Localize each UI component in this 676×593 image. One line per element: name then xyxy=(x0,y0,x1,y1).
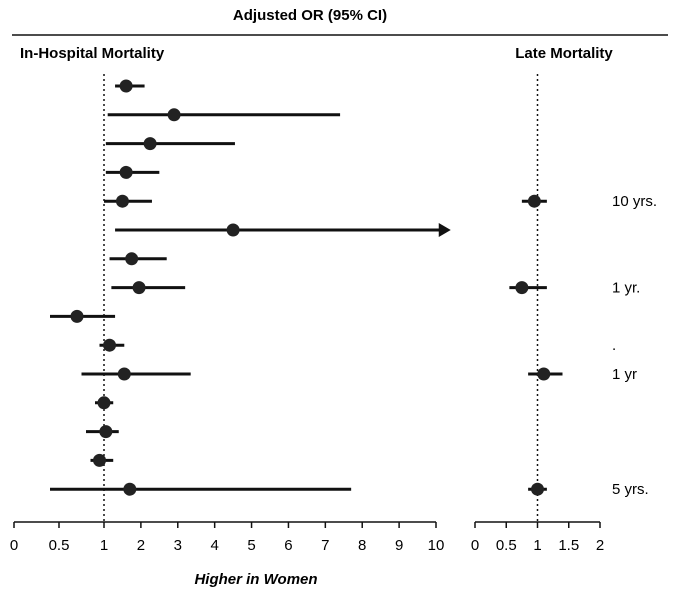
tick-label-late: 0 xyxy=(471,537,479,554)
or-point-in_hospital xyxy=(226,223,240,237)
tick-label-in_hospital: 6 xyxy=(284,537,292,554)
tick-label-late: 1.5 xyxy=(558,537,579,554)
or-point-in_hospital xyxy=(117,367,131,381)
or-point-late xyxy=(527,194,541,208)
tick-label-in_hospital: 8 xyxy=(358,537,366,554)
x-axis-label: Higher in Women xyxy=(194,571,317,588)
or-point-in_hospital xyxy=(125,252,139,266)
tick-label-in_hospital: 3 xyxy=(174,537,182,554)
row-label-late: 5 yrs. xyxy=(612,481,649,498)
or-point-late xyxy=(537,367,551,381)
tick-label-in_hospital: 9 xyxy=(395,537,403,554)
tick-label-late: 0.5 xyxy=(496,537,517,554)
row-label-late: 1 yr. xyxy=(612,280,640,297)
or-point-in_hospital xyxy=(93,453,106,467)
or-point-in_hospital xyxy=(97,396,111,410)
or-point-in_hospital xyxy=(119,79,133,93)
tick-label-in_hospital: 10 xyxy=(428,537,445,554)
tick-label-in_hospital: 5 xyxy=(247,537,255,554)
or-point-in_hospital xyxy=(99,425,113,439)
panel-title-in-hospital: In-Hospital Mortality xyxy=(20,45,165,62)
tick-label-in_hospital: 0.5 xyxy=(49,537,70,554)
tick-label-in_hospital: 1 xyxy=(100,537,108,554)
or-point-late xyxy=(531,482,544,496)
or-point-in_hospital xyxy=(143,137,157,151)
tick-label-late: 1 xyxy=(533,537,541,554)
or-point-in_hospital xyxy=(115,194,129,208)
tick-label-in_hospital: 0 xyxy=(10,537,18,554)
or-point-late xyxy=(515,281,529,295)
chart-marks: 0 0.5 1 2 3 4 5 6 7 8 9 10 0 0.5 1 1.5 2 10 yrs. 1 yr.. 1 y… xyxy=(10,74,657,554)
tick-label-late: 2 xyxy=(596,537,604,554)
or-point-in_hospital xyxy=(119,165,133,179)
row-label-late: 10 yrs. xyxy=(612,193,657,210)
or-point-in_hospital xyxy=(123,482,137,496)
or-point-in_hospital xyxy=(167,108,181,122)
ci-arrow-in_hospital xyxy=(438,223,451,237)
tick-label-in_hospital: 4 xyxy=(210,537,218,554)
row-label-late: . xyxy=(612,337,616,354)
chart-title: Adjusted OR (95% CI) xyxy=(233,7,387,24)
tick-label-in_hospital: 7 xyxy=(321,537,329,554)
tick-label-in_hospital: 2 xyxy=(137,537,145,554)
or-point-in_hospital xyxy=(70,309,84,323)
or-point-in_hospital xyxy=(132,281,146,295)
or-point-in_hospital xyxy=(103,338,117,352)
row-label-late: 1 yr xyxy=(612,366,637,383)
panel-title-late: Late Mortality xyxy=(515,45,613,62)
